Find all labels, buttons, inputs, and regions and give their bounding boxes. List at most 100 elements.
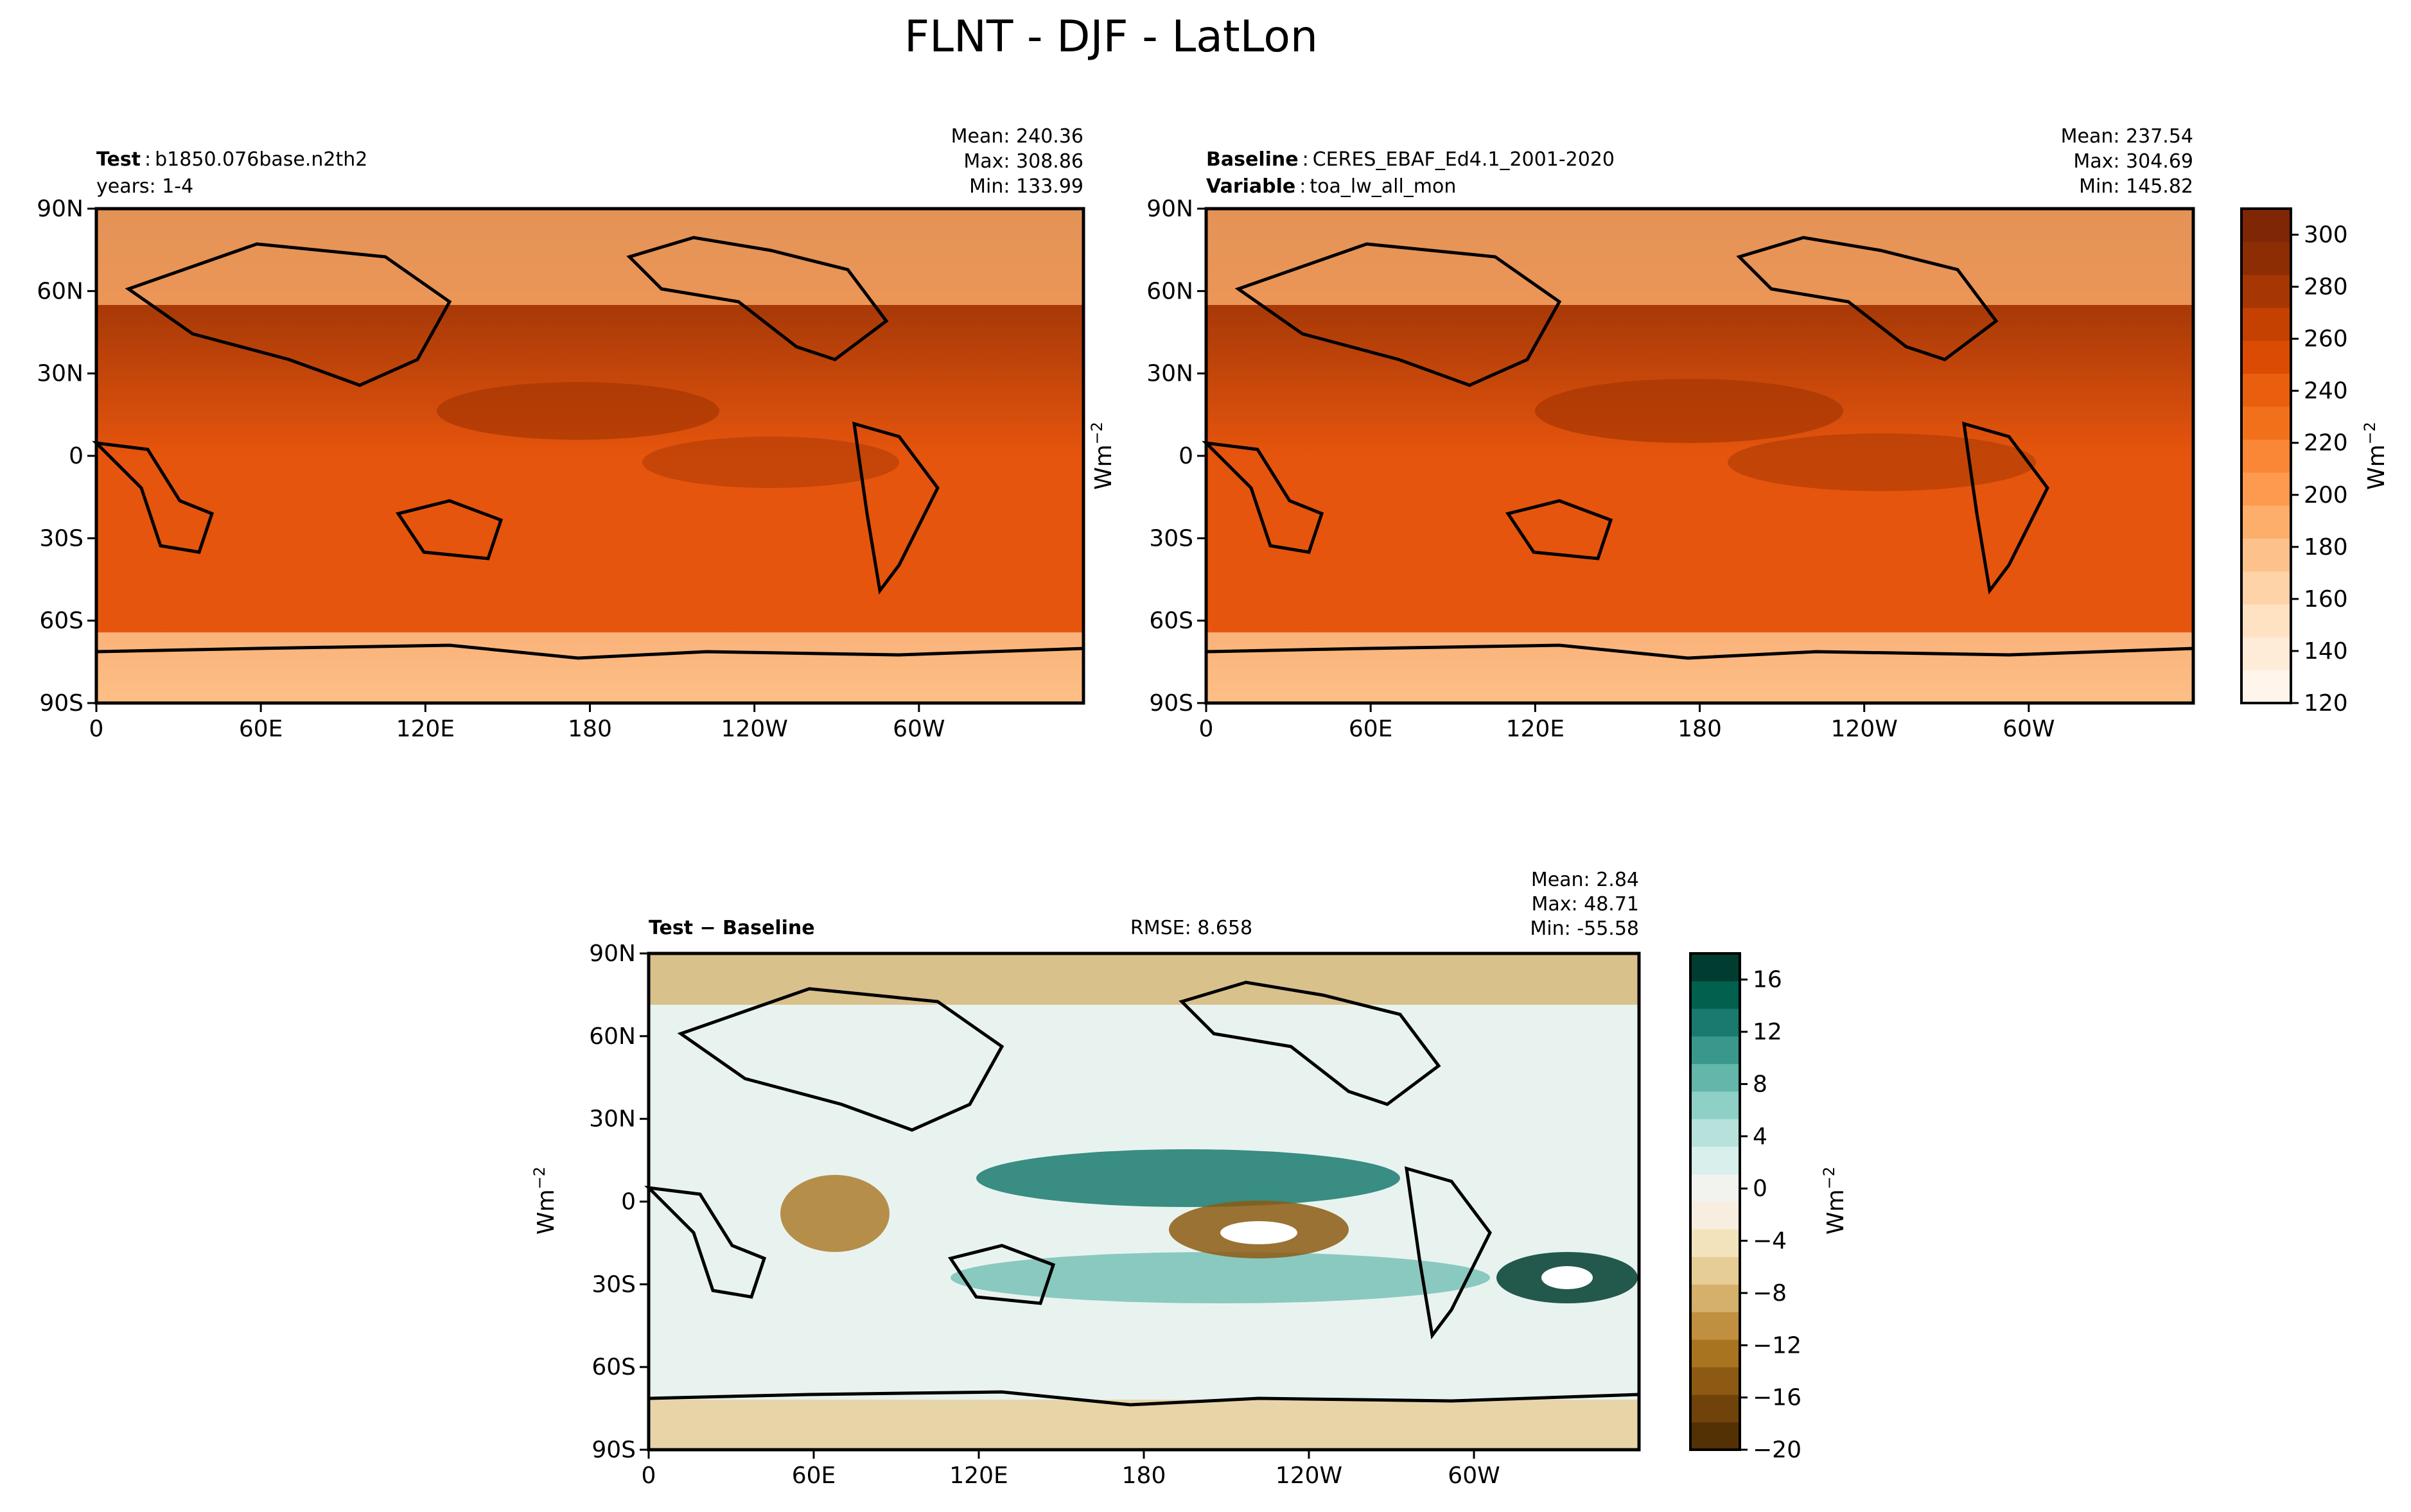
diff-colorbar-segment <box>1690 953 1740 982</box>
diff-continents <box>644 980 1492 1340</box>
test-lat-tick-label: 60N <box>37 278 83 304</box>
baseline-pacific-south <box>1728 433 2036 491</box>
baseline-continents <box>1202 236 2049 595</box>
main-colorbar-segment <box>2241 637 2291 671</box>
main-colorbar-segment <box>2241 373 2291 407</box>
baseline-lat-tick-label: 60S <box>1149 608 1193 634</box>
test-stat-max: Max: 308.86 <box>963 150 1083 173</box>
diff-map <box>644 952 1641 1452</box>
main-colorbar-tick-label: 240 <box>2304 378 2348 404</box>
main-colorbar-tick-label: 160 <box>2304 586 2348 613</box>
main-colorbar-segment <box>2241 209 2291 242</box>
baseline-lon-tick-label: 120W <box>1831 716 1898 742</box>
diff-colorbar-segment <box>1690 1091 1740 1120</box>
diff-lat-tick-label: 60S <box>592 1354 636 1380</box>
main-colorbar-segment <box>2241 274 2291 308</box>
baseline-stat-mean: Mean: 237.54 <box>2061 125 2193 148</box>
baseline-lat-tick-label: 60N <box>1146 278 1193 304</box>
diff-colorbar-label: Wm−2 <box>1820 1167 1849 1235</box>
diff-colorbar-frame <box>1689 952 1741 1451</box>
test-stat-min: Min: 133.99 <box>969 175 1083 198</box>
test-lon-tick-label: 60E <box>239 716 283 742</box>
main-colorbar-segments <box>2241 209 2291 704</box>
baseline-variable: Variable: toa_lw_all_mon <box>1206 175 1456 198</box>
test-warm-pool <box>437 382 719 440</box>
test-lon-tick-label: 60W <box>893 716 945 742</box>
diff-rmse: RMSE: 8.658 <box>1130 917 1252 939</box>
main-colorbar-segment <box>2241 340 2291 374</box>
diff-colorbar-segment <box>1690 1395 1740 1423</box>
test-panel: Test: b1850.076base.n2th2 years: 1-4 Mean… <box>37 125 1085 742</box>
main-colorbar-segment <box>2241 505 2291 539</box>
diff-lat-tick-label: 90N <box>589 941 636 967</box>
test-lat-tick-label: 90S <box>39 690 83 717</box>
test-pacific-south <box>642 437 899 488</box>
main-colorbar-tick-label: 300 <box>2304 222 2348 248</box>
baseline-antarctica <box>1206 643 2194 660</box>
main-colorbar-segment <box>2241 439 2291 473</box>
diff-colorbar-tick-label: −8 <box>1753 1280 1787 1307</box>
diff-lat-tick-label: 30S <box>592 1271 636 1298</box>
main-colorbar-tick-label: 280 <box>2304 274 2348 300</box>
main-colorbar-tick-label: 260 <box>2304 326 2348 352</box>
baseline-panel: Baseline: CERES_EBAF_Ed4.1_2001-2020 Vari… <box>1088 125 2195 742</box>
diff-colorbar-tick-label: 0 <box>1753 1176 1767 1202</box>
diff-colorbar-segment <box>1690 1229 1740 1257</box>
baseline-lon-tick-label: 180 <box>1678 716 1722 742</box>
baseline-lon-tick-label: 120E <box>1506 716 1565 742</box>
diff-colorbar-ticks: 16 12 8 4 0 −4 −8 −12 −16 −20 <box>1740 967 1802 1463</box>
diff-colorbar-segment <box>1690 1256 1740 1285</box>
diff-colorbar-tick-label: 4 <box>1753 1124 1767 1150</box>
diff-indian-negative <box>780 1175 890 1252</box>
main-colorbar-segment <box>2241 604 2291 638</box>
baseline-label: Baseline: CERES_EBAF_Ed4.1_2001-2020 <box>1206 148 1615 171</box>
baseline-lon-tick-label: 0 <box>1199 716 1214 742</box>
baseline-stat-min: Min: 145.82 <box>2079 175 2193 198</box>
diff-pacific-white-spot <box>1220 1221 1297 1244</box>
diff-colorbar-segment <box>1690 980 1740 1009</box>
baseline-lat-tick-label: 30S <box>1149 525 1193 552</box>
diff-colorbar-segment <box>1690 1146 1740 1175</box>
diff-antarctic-band <box>649 1400 1639 1450</box>
main-colorbar-tick-label: 220 <box>2304 430 2348 456</box>
baseline-lat-tick-label: 30N <box>1146 361 1193 387</box>
main-colorbar-ticks: 120 140 160 180 200 220 240 260 280 300 <box>2291 222 2348 717</box>
test-lon-tick-label: 0 <box>89 716 104 742</box>
diff-axis-ticks: 0 60E 120E 180 120W 60W 90N 60N 30N 0 30S 60S 90S <box>589 941 1500 1489</box>
baseline-ylabel: Wm−2 <box>1088 422 1117 490</box>
main-colorbar-segment <box>2241 241 2291 275</box>
diff-colorbar-segment <box>1690 1063 1740 1092</box>
main-colorbar-segment <box>2241 308 2291 341</box>
diff-lon-tick-label: 60W <box>1448 1463 1500 1489</box>
test-years: years: 1-4 <box>96 175 193 198</box>
diff-colorbar: 16 12 8 4 0 −4 −8 −12 −16 −20 Wm−2 <box>1689 952 1849 1463</box>
test-north-band <box>96 209 1083 305</box>
diff-colorbar-tick-label: −16 <box>1753 1385 1802 1411</box>
baseline-lat-tick-label: 90N <box>1146 196 1193 222</box>
diff-colorbar-tick-label: 8 <box>1753 1071 1767 1097</box>
test-lat-tick-label: 0 <box>69 443 83 469</box>
diff-colorbar-segment <box>1690 1339 1740 1368</box>
main-colorbar-segment <box>2241 406 2291 440</box>
test-lon-tick-label: 120W <box>721 716 788 742</box>
diff-colorbar-segment <box>1690 1036 1740 1064</box>
diff-lat-tick-label: 0 <box>621 1189 636 1215</box>
diff-label: Test − Baseline <box>649 917 815 939</box>
test-lat-tick-label: 30S <box>39 525 83 552</box>
diff-colorbar-tick-label: 12 <box>1753 1019 1782 1045</box>
main-colorbar-label: Wm−2 <box>2361 422 2390 490</box>
diff-colorbar-tick-label: 16 <box>1753 967 1782 993</box>
diff-colorbar-segment <box>1690 1422 1740 1450</box>
baseline-north-band <box>1206 209 2193 305</box>
figure-title: FLNT - DJF - LatLon <box>904 12 1318 62</box>
diff-lat-tick-label: 90S <box>592 1437 636 1463</box>
main-colorbar-segment <box>2241 472 2291 506</box>
diff-lon-tick-label: 0 <box>642 1463 656 1489</box>
baseline-axis-ticks: 0 60E 120E 180 120W 60W 90N 60N 30N 0 30S 60S 90S <box>1146 196 2055 742</box>
test-lon-tick-label: 180 <box>568 716 612 742</box>
diff-colorbar-segment <box>1690 1284 1740 1312</box>
diff-colorbar-segment <box>1690 1312 1740 1340</box>
diff-colorbar-segment <box>1690 1367 1740 1395</box>
baseline-lon-tick-label: 60W <box>2003 716 2055 742</box>
main-colorbar-tick-label: 200 <box>2304 482 2348 508</box>
